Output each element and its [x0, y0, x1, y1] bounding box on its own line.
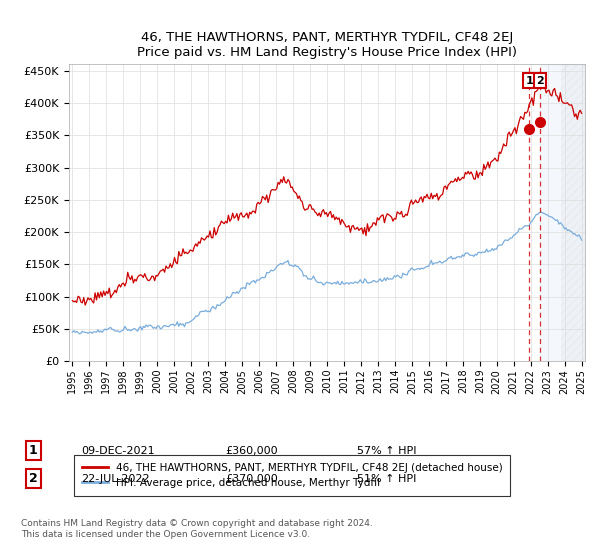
Bar [540, 64, 585, 361]
Bar [561, 64, 585, 361]
Text: 51% ↑ HPI: 51% ↑ HPI [357, 474, 416, 484]
Text: 57% ↑ HPI: 57% ↑ HPI [357, 446, 416, 456]
Text: 22-JUL-2022: 22-JUL-2022 [81, 474, 149, 484]
Text: 2: 2 [536, 76, 544, 86]
Text: Contains HM Land Registry data © Crown copyright and database right 2024.
This d: Contains HM Land Registry data © Crown c… [21, 520, 373, 539]
Text: 1: 1 [29, 444, 37, 458]
Title: 46, THE HAWTHORNS, PANT, MERTHYR TYDFIL, CF48 2EJ
Price paid vs. HM Land Registr: 46, THE HAWTHORNS, PANT, MERTHYR TYDFIL,… [137, 31, 517, 59]
Text: 09-DEC-2021: 09-DEC-2021 [81, 446, 155, 456]
Text: 2: 2 [29, 472, 37, 486]
Legend: 46, THE HAWTHORNS, PANT, MERTHYR TYDFIL, CF48 2EJ (detached house), HPI: Average: 46, THE HAWTHORNS, PANT, MERTHYR TYDFIL,… [74, 455, 510, 496]
Text: £370,000: £370,000 [225, 474, 278, 484]
Text: £360,000: £360,000 [225, 446, 278, 456]
Text: 1: 1 [526, 76, 533, 86]
